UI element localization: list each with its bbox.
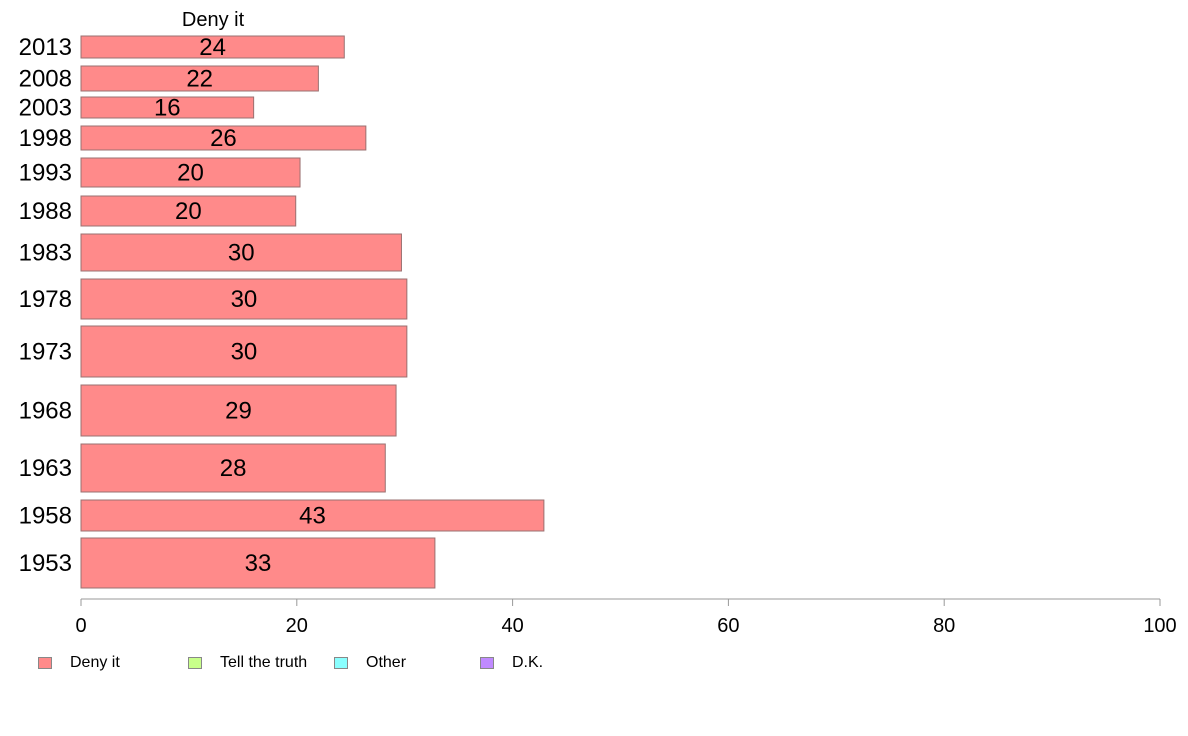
legend-swatch — [188, 657, 202, 669]
data-label-2003: 16 — [154, 95, 181, 122]
legend-item-tell-the-truth: Tell the truth — [188, 654, 307, 672]
data-label-2013: 24 — [199, 34, 226, 61]
chart-title: Deny it — [182, 9, 245, 31]
data-label-1998: 26 — [210, 125, 237, 152]
data-label-1958: 43 — [299, 503, 326, 530]
bar-1953 — [80, 537, 436, 589]
data-label-1983: 30 — [228, 240, 255, 267]
data-label-1968: 29 — [225, 398, 252, 425]
category-label-1978: 1978 — [19, 286, 72, 313]
data-label-1978: 30 — [231, 286, 258, 313]
legend-label: Deny it — [70, 654, 120, 671]
category-label-2008: 2008 — [19, 66, 72, 93]
bar-1993 — [80, 157, 301, 188]
category-label-1998: 1998 — [19, 125, 72, 152]
bar-2003 — [80, 96, 255, 119]
data-label-1988: 20 — [175, 198, 202, 225]
category-label-1953: 1953 — [19, 550, 72, 577]
legend-label: Other — [366, 654, 407, 671]
x-tick-label-20: 20 — [286, 615, 308, 637]
x-tick-label-40: 40 — [501, 615, 523, 637]
category-label-1958: 1958 — [19, 503, 72, 530]
legend-swatch — [38, 657, 52, 669]
x-tick-label-0: 0 — [75, 615, 86, 637]
x-tick-label-60: 60 — [717, 615, 739, 637]
legend-label: D.K. — [512, 654, 544, 671]
legend-item-deny-it: Deny it — [38, 654, 120, 672]
bar-1963 — [80, 443, 386, 493]
bar-1978 — [80, 278, 408, 320]
bar-1998 — [80, 125, 367, 151]
x-tick-label-100: 100 — [1143, 615, 1176, 637]
category-label-1973: 1973 — [19, 339, 72, 366]
category-label-1983: 1983 — [19, 240, 72, 267]
bar-1968 — [80, 384, 397, 437]
data-label-2008: 22 — [186, 66, 213, 93]
legend-item-d-k: D.K. — [480, 654, 543, 672]
x-axis: 0 20 40 60 80 100 — [75, 598, 1177, 637]
x-tick-label-80: 80 — [933, 615, 955, 637]
data-label-1963: 28 — [220, 455, 247, 482]
bar-2008 — [80, 65, 319, 92]
bar-1983 — [80, 233, 402, 272]
legend-label: Tell the truth — [220, 654, 308, 671]
category-label-1993: 1993 — [19, 160, 72, 187]
category-label-1968: 1968 — [19, 398, 72, 425]
category-label-2013: 2013 — [19, 34, 72, 61]
bar-1973 — [80, 325, 408, 378]
data-label-1953: 33 — [245, 550, 272, 577]
category-label-2003: 2003 — [19, 95, 72, 122]
bar-1988 — [80, 195, 297, 227]
category-label-1963: 1963 — [19, 455, 72, 482]
legend-swatch — [480, 657, 494, 669]
legend-item-other: Other — [334, 654, 406, 672]
bar-1958 — [80, 499, 545, 532]
bar-2013 — [80, 35, 345, 59]
legend-swatch — [334, 657, 348, 669]
data-label-1993: 20 — [177, 160, 204, 187]
category-label-1988: 1988 — [19, 198, 72, 225]
bars-layer: 24 2013 22 2008 16 2003 26 1998 20 1993 20 1988 30 19… — [19, 34, 545, 589]
data-label-1973: 30 — [231, 339, 258, 366]
